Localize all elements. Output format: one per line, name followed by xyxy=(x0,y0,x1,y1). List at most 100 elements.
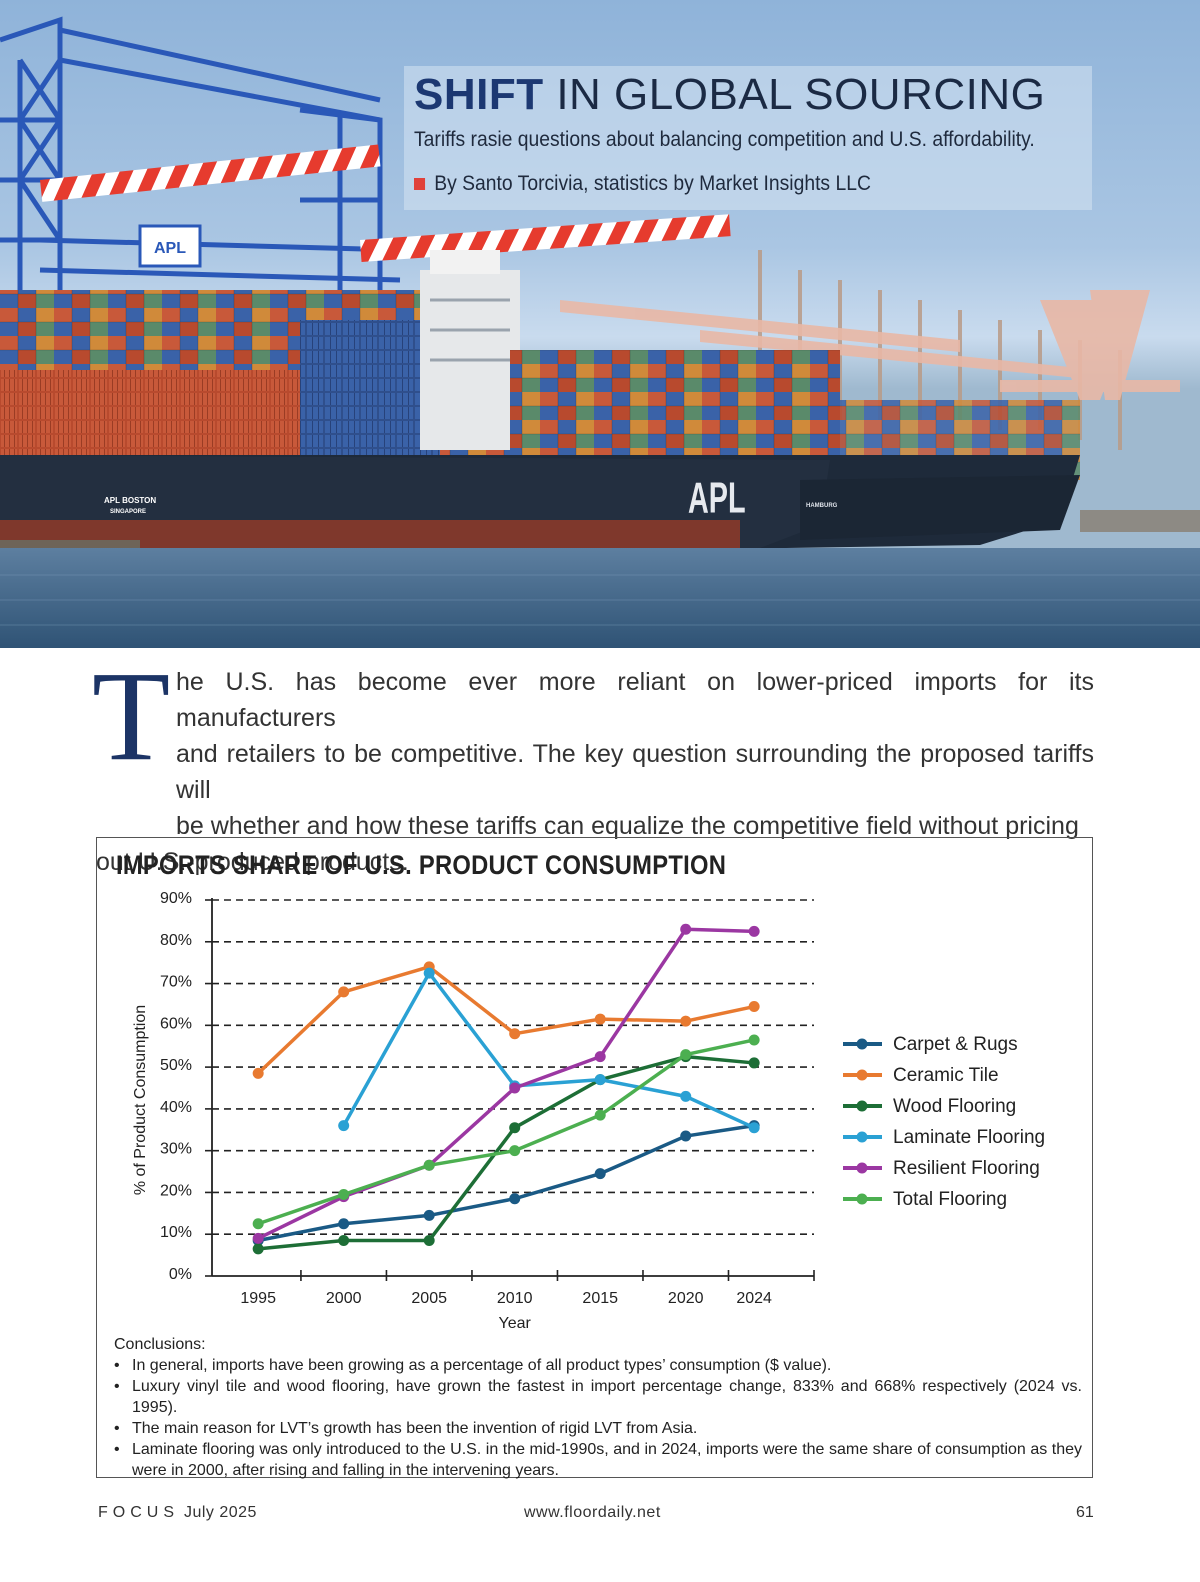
legend-label: Ceramic Tile xyxy=(893,1065,999,1086)
data-point xyxy=(748,1034,760,1046)
x-tick-label: 2000 xyxy=(326,1290,362,1307)
x-tick-label: 1995 xyxy=(240,1290,276,1307)
data-point xyxy=(338,1189,350,1201)
byline-text: By Santo Torcivia, statistics by Market … xyxy=(434,172,871,195)
data-point xyxy=(748,1122,760,1134)
hull-apl-logo: APL xyxy=(688,474,746,522)
footer-issue: FOCUS July 2025 xyxy=(98,1504,257,1522)
ship-name: APL BOSTON xyxy=(104,496,156,505)
y-tick-label: 40% xyxy=(160,1099,192,1116)
data-point xyxy=(338,986,350,998)
series-line xyxy=(257,1123,755,1243)
ship-port: SINGAPORE xyxy=(110,509,146,515)
legend-marker xyxy=(856,1131,868,1143)
y-axis-label: % of Product Consumption xyxy=(132,1005,149,1195)
legend-label: Total Flooring xyxy=(893,1189,1007,1210)
legend-marker xyxy=(856,1069,868,1081)
y-tick-label: 30% xyxy=(160,1141,192,1158)
data-point xyxy=(594,1013,606,1025)
container-ship-illustration: APL APL APL BOSTON SINGAPORE HAMBURG xyxy=(0,16,1200,648)
magazine-name: FOCUS xyxy=(98,1504,179,1521)
y-tick-label: 60% xyxy=(160,1015,192,1032)
y-tick-label: 10% xyxy=(160,1224,192,1241)
legend-label: Wood Flooring xyxy=(893,1096,1016,1117)
y-tick-label: 50% xyxy=(160,1057,192,1074)
data-point xyxy=(680,1049,692,1061)
legend-label: Laminate Flooring xyxy=(893,1127,1045,1148)
data-point xyxy=(338,1120,350,1132)
imports-share-line-chart: 0% 10% 20% 30% 40% 50% 60% 70% 80% 90% 1995 2000 200… xyxy=(132,890,1045,1332)
data-point xyxy=(252,1232,264,1244)
data-point xyxy=(423,1209,435,1221)
data-point xyxy=(338,1234,350,1246)
article-subtitle: Tariffs rasie questions about balancing … xyxy=(414,128,1035,151)
data-point xyxy=(594,1074,606,1086)
page-number: 61 xyxy=(1076,1504,1094,1521)
x-axis-label: Year xyxy=(499,1315,532,1332)
y-tick-label: 90% xyxy=(160,890,192,907)
red-square-icon xyxy=(414,178,426,190)
y-tick-label: 80% xyxy=(160,932,192,949)
data-point xyxy=(594,1109,606,1121)
conclusions: Conclusions: In general, imports have be… xyxy=(114,1334,1082,1481)
y-tick-label: 70% xyxy=(160,974,192,991)
y-tick-label: 0% xyxy=(169,1266,192,1283)
crane-apl-logo: APL xyxy=(154,240,186,257)
data-point xyxy=(252,1218,264,1230)
data-point xyxy=(680,1130,692,1142)
hero-photo: APL APL APL BOSTON SINGAPORE HAMBURG xyxy=(0,0,1200,648)
x-tick-label: 2005 xyxy=(411,1290,447,1307)
title-panel xyxy=(404,66,1092,210)
legend-marker xyxy=(856,1038,868,1050)
list-item: Luxury vinyl tile and wood flooring, hav… xyxy=(114,1376,1082,1418)
data-point xyxy=(423,1234,435,1246)
x-tick-label: 2010 xyxy=(497,1290,533,1307)
legend-marker xyxy=(856,1162,868,1174)
data-point xyxy=(509,1193,521,1205)
title-rest: IN GLOBAL SOURCING xyxy=(543,70,1046,119)
data-point xyxy=(509,1082,521,1094)
legend-label: Resilient Flooring xyxy=(893,1158,1040,1179)
issue-date: July 2025 xyxy=(183,1504,257,1521)
data-point xyxy=(252,1067,264,1079)
data-point xyxy=(509,1122,521,1134)
data-point xyxy=(423,1159,435,1171)
data-point xyxy=(594,1168,606,1180)
list-item: The main reason for LVT’s growth has bee… xyxy=(114,1418,1082,1439)
x-tick-label: 2020 xyxy=(668,1290,704,1307)
intro-line: and retailers to be competitive. The key… xyxy=(176,740,1094,804)
data-point xyxy=(252,1243,264,1255)
legend-marker xyxy=(856,1100,868,1112)
data-point xyxy=(748,1057,760,1069)
data-point xyxy=(680,1015,692,1027)
data-point xyxy=(680,923,692,935)
list-item: In general, imports have been growing as… xyxy=(114,1355,1082,1376)
intro-line: be whether and how these tariffs can equ… xyxy=(176,812,1079,840)
chart-title: IMPORTS SHARE OF U.S. PRODUCT CONSUMPTIO… xyxy=(116,850,727,880)
data-point xyxy=(748,925,760,937)
intro-paragraph: he U.S. has become ever more reliant on … xyxy=(96,664,1094,880)
y-tick-label: 20% xyxy=(160,1182,192,1199)
data-point xyxy=(680,1090,692,1102)
data-point xyxy=(594,1051,606,1063)
conclusions-heading: Conclusions: xyxy=(114,1336,206,1353)
article-title: SHIFT IN GLOBAL SOURCING xyxy=(414,70,1045,120)
title-emphasis: SHIFT xyxy=(414,70,544,119)
second-ship-name: HAMBURG xyxy=(806,503,838,509)
intro-line: he U.S. has become ever more reliant on … xyxy=(176,668,1094,732)
footer-website: www.floordaily.net xyxy=(524,1504,661,1521)
drop-cap: T xyxy=(92,645,171,787)
article-byline: By Santo Torcivia, statistics by Market … xyxy=(414,172,871,196)
data-point xyxy=(338,1218,350,1230)
data-point xyxy=(509,1028,521,1040)
data-point xyxy=(509,1145,521,1157)
legend-marker xyxy=(856,1193,868,1205)
x-tick-label: 2015 xyxy=(582,1290,618,1307)
list-item: Laminate flooring was only introduced to… xyxy=(114,1439,1082,1481)
conclusions-list: In general, imports have been growing as… xyxy=(114,1355,1082,1481)
series-line xyxy=(342,971,755,1130)
data-point xyxy=(748,1001,760,1013)
intro-line: out U.S.-produced products. xyxy=(96,848,409,876)
legend-label: Carpet & Rugs xyxy=(893,1034,1018,1055)
data-point xyxy=(423,967,435,979)
